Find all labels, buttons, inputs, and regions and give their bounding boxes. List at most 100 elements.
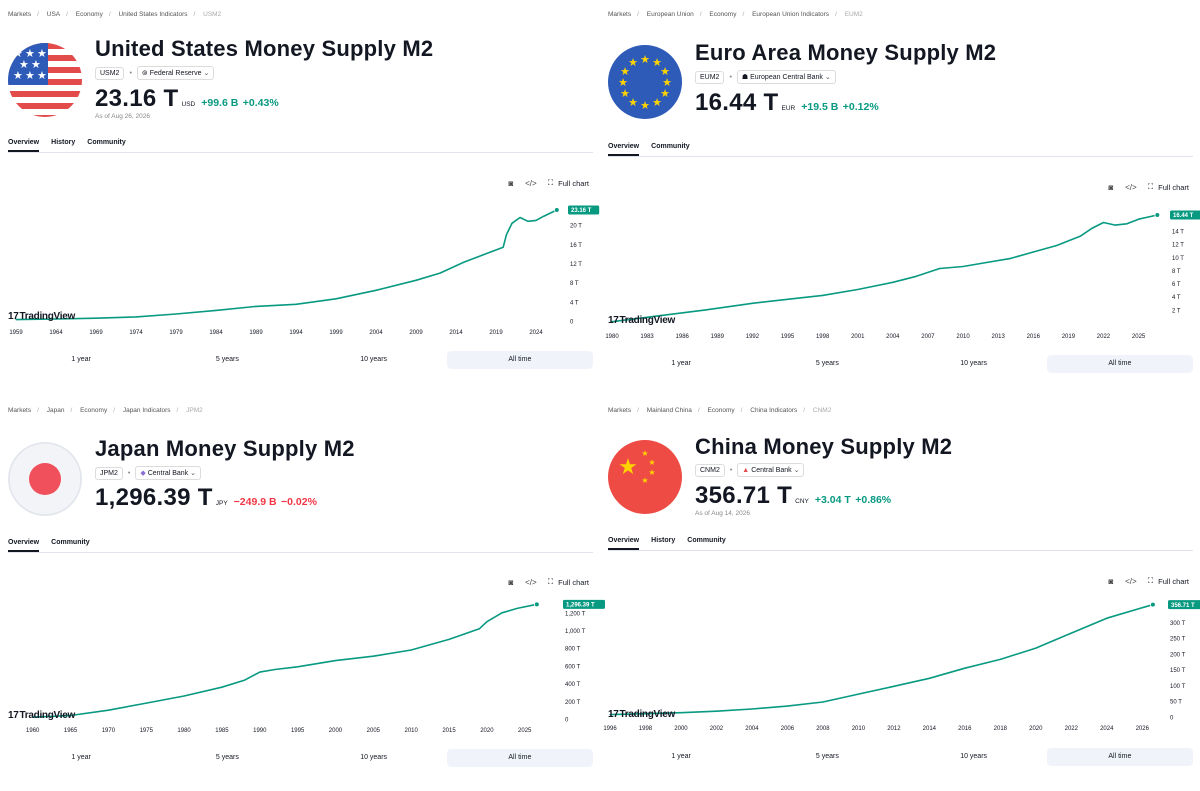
tab-overview[interactable]: Overview <box>608 143 640 156</box>
breadcrumb-item[interactable]: Japan Indicators <box>122 407 171 414</box>
range-all[interactable]: All time <box>1046 748 1193 766</box>
breadcrumb-item[interactable]: Markets <box>608 11 632 18</box>
range-10y[interactable]: 10 years <box>360 356 388 363</box>
breadcrumb-item[interactable]: European Union Indicators <box>752 11 830 18</box>
range-1y[interactable]: 1 year <box>671 360 691 367</box>
last-value-badge <box>1168 600 1200 610</box>
x-tick-label: 1959 <box>9 330 23 336</box>
data-point <box>857 288 859 291</box>
breadcrumb-item[interactable]: Economy <box>709 11 737 18</box>
change-abs: +3.04 T <box>814 494 851 506</box>
last-value-badge <box>1170 210 1200 220</box>
source-dropdown[interactable]: ▲ Central Bank ⌄ <box>737 463 805 477</box>
tab-community[interactable]: Community <box>87 139 126 146</box>
tab-community[interactable]: Community <box>651 143 690 150</box>
breadcrumb-current: JPM2 <box>186 407 203 414</box>
breadcrumb-item[interactable]: Economy <box>80 407 108 414</box>
breadcrumb-item[interactable]: European Union <box>646 11 694 18</box>
range-5y[interactable]: 5 years <box>815 753 839 760</box>
svg-text:★: ★ <box>652 96 662 109</box>
chevron-down-icon: ⌄ <box>793 467 800 474</box>
data-point <box>501 612 503 614</box>
x-tick-label: 2016 <box>1027 334 1041 340</box>
range-5y[interactable]: 5 years <box>215 356 239 363</box>
code-icon[interactable]: </> <box>525 577 537 587</box>
range-10y[interactable]: 10 years <box>360 754 388 761</box>
range-all[interactable]: All time <box>446 351 593 369</box>
range-1y[interactable]: 1 year <box>71 754 91 761</box>
full-chart-button[interactable]: ⛶ Full chart <box>1145 574 1192 588</box>
as-of-date: As of Aug 14, 2026 <box>695 510 750 517</box>
breadcrumb-item[interactable]: Economy <box>707 407 735 414</box>
range-10y[interactable]: 10 years <box>960 753 988 760</box>
tab-history[interactable]: History <box>651 537 676 544</box>
tab-history[interactable]: History <box>51 139 76 146</box>
x-tick-label: 1974 <box>129 330 143 336</box>
data-point <box>1056 244 1058 247</box>
full-chart-button[interactable]: ⛶ Full chart <box>545 575 592 589</box>
source-dropdown[interactable]: ☗ European Central Bank ⌄ <box>736 70 836 84</box>
central-bank-icon: ◆ <box>140 470 146 477</box>
data-point <box>335 298 337 300</box>
full-chart-button[interactable]: ⛶ Full chart <box>545 176 592 190</box>
range-selector: 1 year 5 years 10 years All time <box>8 351 593 369</box>
source-label: Federal Reserve <box>149 70 202 77</box>
tab-community[interactable]: Community <box>51 539 90 546</box>
breadcrumb-item[interactable]: Markets <box>8 407 32 414</box>
data-point <box>658 315 660 317</box>
current-value: 16.44 T <box>695 89 779 116</box>
range-all[interactable]: All time <box>1046 355 1193 373</box>
x-tick-label: 2020 <box>1029 726 1043 732</box>
data-point <box>751 708 753 710</box>
breadcrumb-current: EUM2 <box>844 11 863 18</box>
breadcrumb-item[interactable]: USA <box>46 11 61 18</box>
breadcrumb-item[interactable]: Japan <box>46 407 65 414</box>
camera-icon[interactable]: ◙ <box>1108 182 1114 192</box>
source-dropdown[interactable]: ◆ Central Bank ⌄ <box>135 466 201 480</box>
code-icon[interactable]: </> <box>1125 576 1137 586</box>
breadcrumb-item[interactable]: China Indicators <box>750 407 798 414</box>
x-tick-label: 2015 <box>442 728 456 734</box>
camera-icon[interactable]: ◙ <box>1108 576 1114 586</box>
x-tick-label: 2019 <box>489 330 503 336</box>
currency-unit: USD <box>181 101 196 108</box>
tab-overview[interactable]: Overview <box>608 537 640 550</box>
svg-text:★: ★ <box>19 58 29 71</box>
code-icon[interactable]: </> <box>525 178 537 188</box>
tab-overview[interactable]: Overview <box>8 539 40 552</box>
range-10y[interactable]: 10 years <box>960 360 988 367</box>
breadcrumb-item[interactable]: Markets <box>8 11 32 18</box>
last-point-marker <box>534 601 540 608</box>
breadcrumb: Markets / European Union / Economy / Europe… <box>608 11 863 18</box>
y-tick-label: 0 <box>570 320 574 326</box>
data-point <box>786 298 789 300</box>
full-chart-button[interactable]: ⛶ Full chart <box>1145 180 1192 194</box>
code-icon[interactable]: </> <box>1125 182 1137 192</box>
data-point <box>259 671 261 673</box>
camera-icon[interactable]: ◙ <box>508 577 514 587</box>
svg-text:★: ★ <box>618 76 628 89</box>
data-point <box>372 655 374 657</box>
data-point <box>32 716 34 718</box>
breadcrumb-item[interactable]: United States Indicators <box>118 11 188 18</box>
breadcrumb-item[interactable]: Markets <box>608 407 632 414</box>
x-tick-label: 2026 <box>1136 726 1150 732</box>
range-5y[interactable]: 5 years <box>215 754 239 761</box>
symbol-badge: EUM2 <box>695 70 725 84</box>
change-pct: +0.12% <box>842 101 879 113</box>
range-1y[interactable]: 1 year <box>671 753 691 760</box>
data-point <box>183 695 185 697</box>
source-dropdown[interactable]: ⊚ Federal Reserve ⌄ <box>136 66 215 80</box>
range-5y[interactable]: 5 years <box>815 360 839 367</box>
data-point <box>486 621 488 623</box>
breadcrumb: Markets / Mainland China / Economy / China … <box>608 407 832 414</box>
tab-overview[interactable]: Overview <box>8 139 40 152</box>
breadcrumb-item[interactable]: Economy <box>75 11 103 18</box>
tab-community[interactable]: Community <box>687 537 726 544</box>
camera-icon[interactable]: ◙ <box>508 178 514 188</box>
change-abs: +99.6 B <box>201 97 239 109</box>
breadcrumb-item[interactable]: Mainland China <box>646 407 692 414</box>
y-tick-label: 300 T <box>1170 621 1186 627</box>
range-all[interactable]: All time <box>446 749 593 767</box>
range-1y[interactable]: 1 year <box>71 356 91 363</box>
